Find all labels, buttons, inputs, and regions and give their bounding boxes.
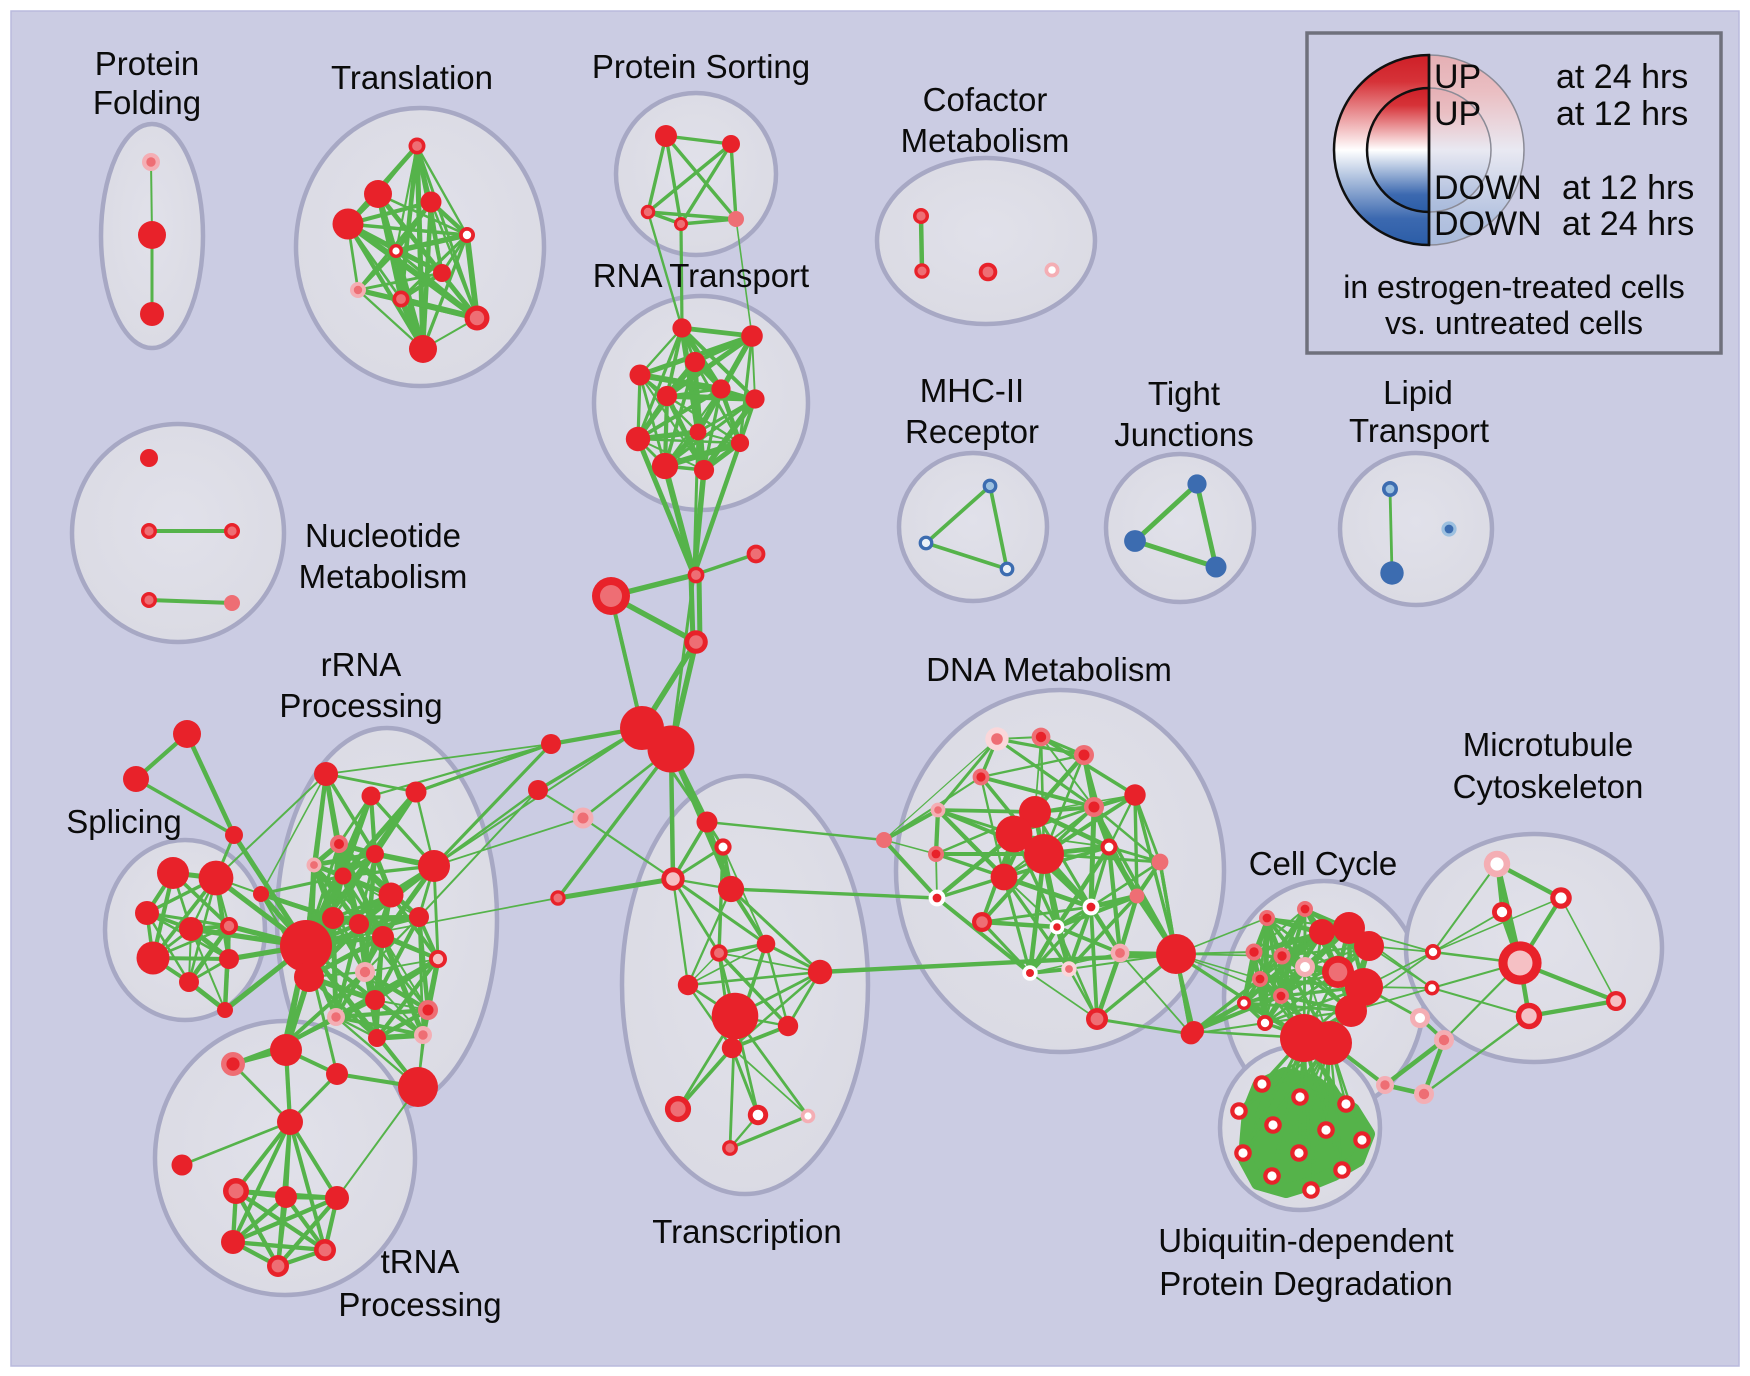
svg-text:RNA Transport: RNA Transport (593, 257, 809, 294)
svg-text:UP: UP (1434, 58, 1481, 96)
svg-text:DOWN: DOWN (1434, 205, 1542, 243)
svg-text:tRNA: tRNA (381, 1243, 460, 1280)
svg-text:Transport: Transport (1349, 412, 1489, 449)
svg-text:at 24 hrs: at 24 hrs (1562, 205, 1694, 243)
svg-text:Cytoskeleton: Cytoskeleton (1453, 768, 1644, 805)
svg-text:Processing: Processing (338, 1286, 501, 1323)
svg-text:Lipid: Lipid (1383, 374, 1453, 411)
svg-text:vs. untreated cells: vs. untreated cells (1385, 305, 1643, 341)
svg-text:Processing: Processing (279, 687, 442, 724)
svg-text:Cell Cycle: Cell Cycle (1249, 845, 1398, 882)
svg-text:Cofactor: Cofactor (923, 81, 1048, 118)
svg-text:Protein Degradation: Protein Degradation (1159, 1265, 1453, 1302)
svg-text:Microtubule: Microtubule (1463, 726, 1634, 763)
svg-text:at 12 hrs: at 12 hrs (1556, 95, 1688, 133)
svg-text:MHC-II: MHC-II (920, 372, 1024, 409)
svg-text:Transcription: Transcription (652, 1213, 842, 1250)
svg-text:DOWN: DOWN (1434, 169, 1542, 207)
svg-text:in estrogen-treated cells: in estrogen-treated cells (1343, 269, 1685, 305)
svg-text:DNA Metabolism: DNA Metabolism (926, 651, 1172, 688)
svg-text:at 12 hrs: at 12 hrs (1562, 169, 1694, 207)
svg-text:Protein: Protein (95, 45, 200, 82)
svg-text:Junctions: Junctions (1114, 416, 1253, 453)
svg-text:at 24 hrs: at 24 hrs (1556, 58, 1688, 96)
svg-text:UP: UP (1434, 95, 1481, 133)
svg-text:Metabolism: Metabolism (299, 558, 468, 595)
svg-text:Receptor: Receptor (905, 413, 1039, 450)
svg-text:Metabolism: Metabolism (901, 122, 1070, 159)
svg-text:Protein Sorting: Protein Sorting (592, 48, 810, 85)
svg-text:Nucleotide: Nucleotide (305, 517, 461, 554)
svg-text:Splicing: Splicing (66, 803, 182, 840)
svg-text:Tight: Tight (1148, 375, 1220, 412)
svg-text:rRNA: rRNA (321, 646, 402, 683)
svg-text:Folding: Folding (93, 84, 201, 121)
svg-text:Ubiquitin-dependent: Ubiquitin-dependent (1158, 1222, 1453, 1259)
svg-text:Translation: Translation (331, 59, 493, 96)
